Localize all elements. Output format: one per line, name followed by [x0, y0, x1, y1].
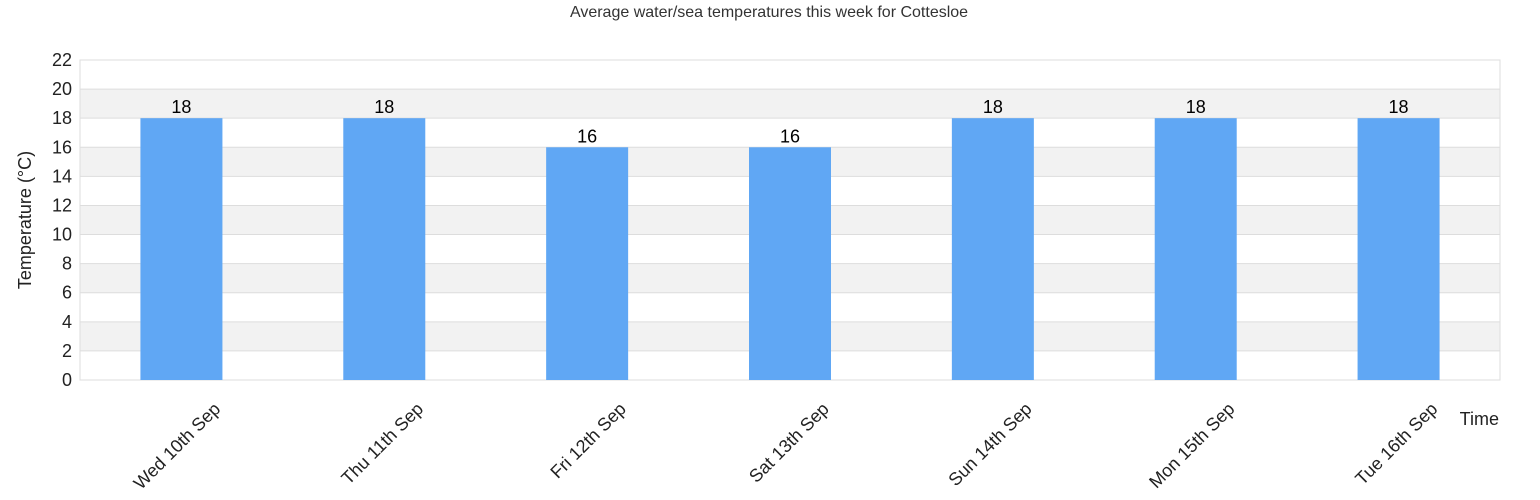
y-axis-label: Temperature (°C): [15, 151, 35, 289]
x-axis-label: Time: [1460, 409, 1499, 429]
x-axis-ticks: Wed 10th Sep Thu 11th Sep Fri 12th Sep Sat …: [130, 399, 1442, 494]
bar: [1154, 118, 1237, 380]
x-tick-label: Wed 10th Sep: [130, 399, 225, 494]
bar: [140, 118, 223, 380]
y-tick-label: 2: [62, 341, 72, 361]
bar: [546, 147, 629, 380]
data-label: 18: [1186, 97, 1206, 117]
x-tick-label: Sun 14th Sep: [944, 399, 1035, 490]
data-label: 18: [171, 97, 191, 117]
x-tick-label: Mon 15th Sep: [1145, 399, 1238, 492]
bar: [951, 118, 1034, 380]
data-label: 16: [780, 126, 800, 146]
y-tick-label: 8: [62, 254, 72, 274]
y-tick-label: 22: [52, 50, 72, 70]
data-label: 18: [374, 97, 394, 117]
bar: [343, 118, 426, 380]
y-tick-label: 0: [62, 370, 72, 390]
x-tick-label: Fri 12th Sep: [546, 399, 629, 482]
bar: [1357, 118, 1440, 380]
data-label: 18: [983, 97, 1003, 117]
y-tick-label: 6: [62, 283, 72, 303]
y-tick-label: 12: [52, 195, 72, 215]
y-tick-label: 16: [52, 137, 72, 157]
x-tick-label: Thu 11th Sep: [337, 399, 427, 489]
chart-title: Average water/sea temperatures this week…: [570, 4, 968, 21]
y-tick-label: 18: [52, 108, 72, 128]
y-axis-ticks: 0 2 4 6 8 10 12 14 16 18 20 22: [52, 50, 72, 390]
bars: [140, 118, 1440, 380]
grid-band: [80, 89, 1500, 119]
x-tick-label: Tue 16th Sep: [1351, 399, 1441, 489]
y-tick-label: 4: [62, 312, 72, 332]
data-label: 16: [577, 126, 597, 146]
y-tick-label: 14: [52, 166, 72, 186]
y-tick-label: 20: [52, 79, 72, 99]
x-tick-label: Sat 13th Sep: [745, 399, 833, 487]
y-tick-label: 10: [52, 225, 72, 245]
bar: [749, 147, 831, 380]
data-labels: 18 18 16 16 18 18 18: [171, 97, 1408, 146]
data-label: 18: [1389, 97, 1409, 117]
